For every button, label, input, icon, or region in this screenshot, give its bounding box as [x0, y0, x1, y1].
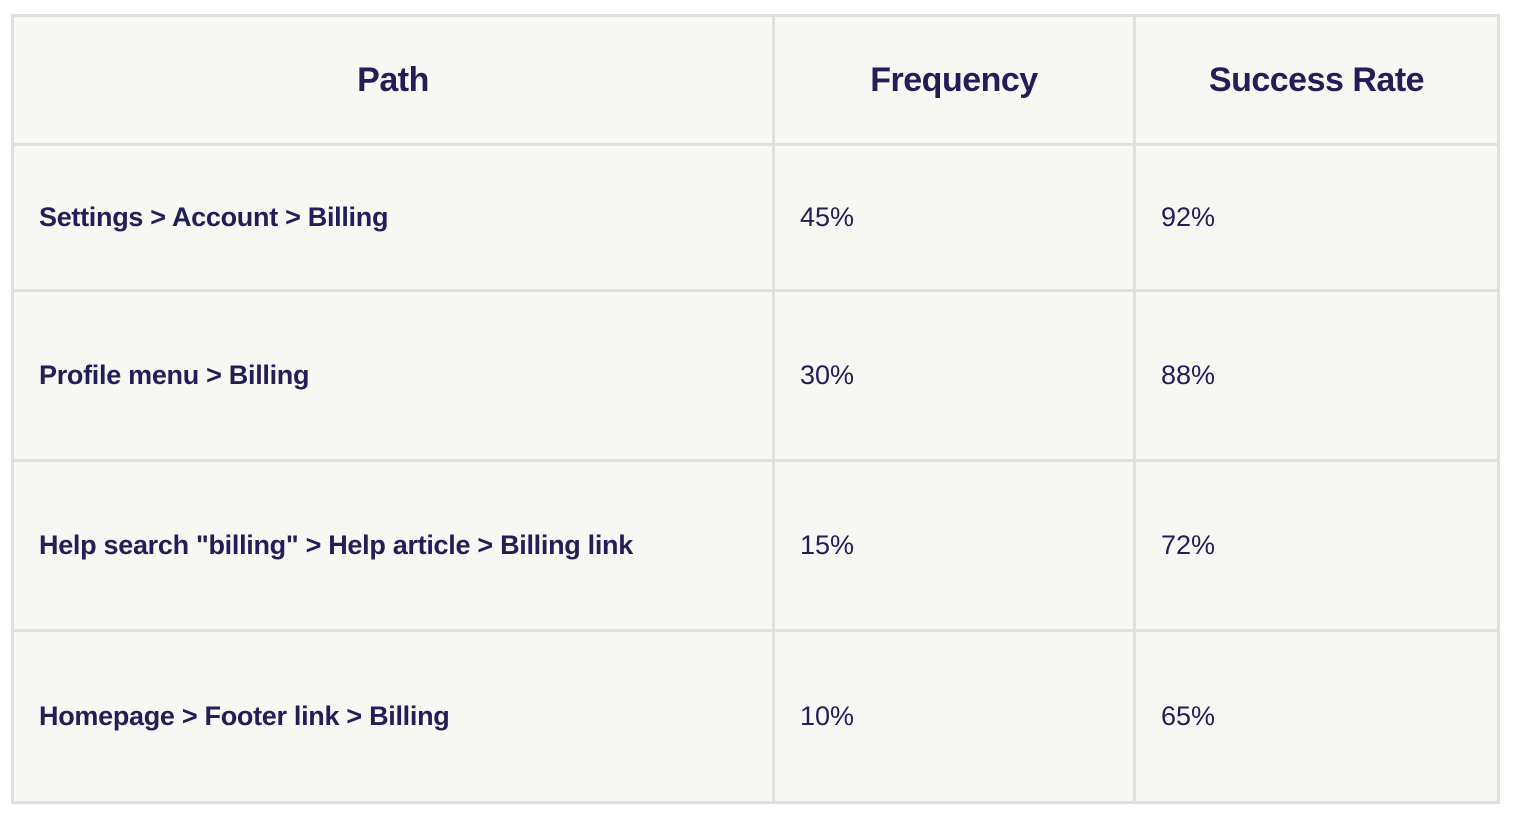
- table-row: Homepage > Footer link > Billing 10% 65%: [11, 629, 1500, 804]
- path-cell: Profile menu > Billing: [11, 289, 775, 462]
- table-row: Help search "billing" > Help article > B…: [11, 459, 1500, 632]
- table-row: Profile menu > Billing 30% 88%: [11, 289, 1500, 462]
- frequency-cell: 10%: [772, 629, 1136, 804]
- success-rate-cell: 65%: [1133, 629, 1500, 804]
- frequency-cell: 15%: [772, 459, 1136, 632]
- path-cell: Homepage > Footer link > Billing: [11, 629, 775, 804]
- paths-table: Path Frequency Success Rate Settings > A…: [11, 14, 1500, 804]
- success-rate-cell: 88%: [1133, 289, 1500, 462]
- table-row: Settings > Account > Billing 45% 92%: [11, 143, 1500, 292]
- path-cell: Help search "billing" > Help article > B…: [11, 459, 775, 632]
- path-cell: Settings > Account > Billing: [11, 143, 775, 292]
- success-rate-cell: 72%: [1133, 459, 1500, 632]
- column-header-path: Path: [11, 14, 775, 146]
- paths-table-container: Path Frequency Success Rate Settings > A…: [11, 14, 1500, 804]
- column-header-success-rate: Success Rate: [1133, 14, 1500, 146]
- frequency-cell: 30%: [772, 289, 1136, 462]
- table-body: Settings > Account > Billing 45% 92% Pro…: [11, 143, 1500, 804]
- column-header-frequency: Frequency: [772, 14, 1136, 146]
- table-header: Path Frequency Success Rate: [11, 14, 1500, 146]
- success-rate-cell: 92%: [1133, 143, 1500, 292]
- frequency-cell: 45%: [772, 143, 1136, 292]
- header-row: Path Frequency Success Rate: [11, 14, 1500, 146]
